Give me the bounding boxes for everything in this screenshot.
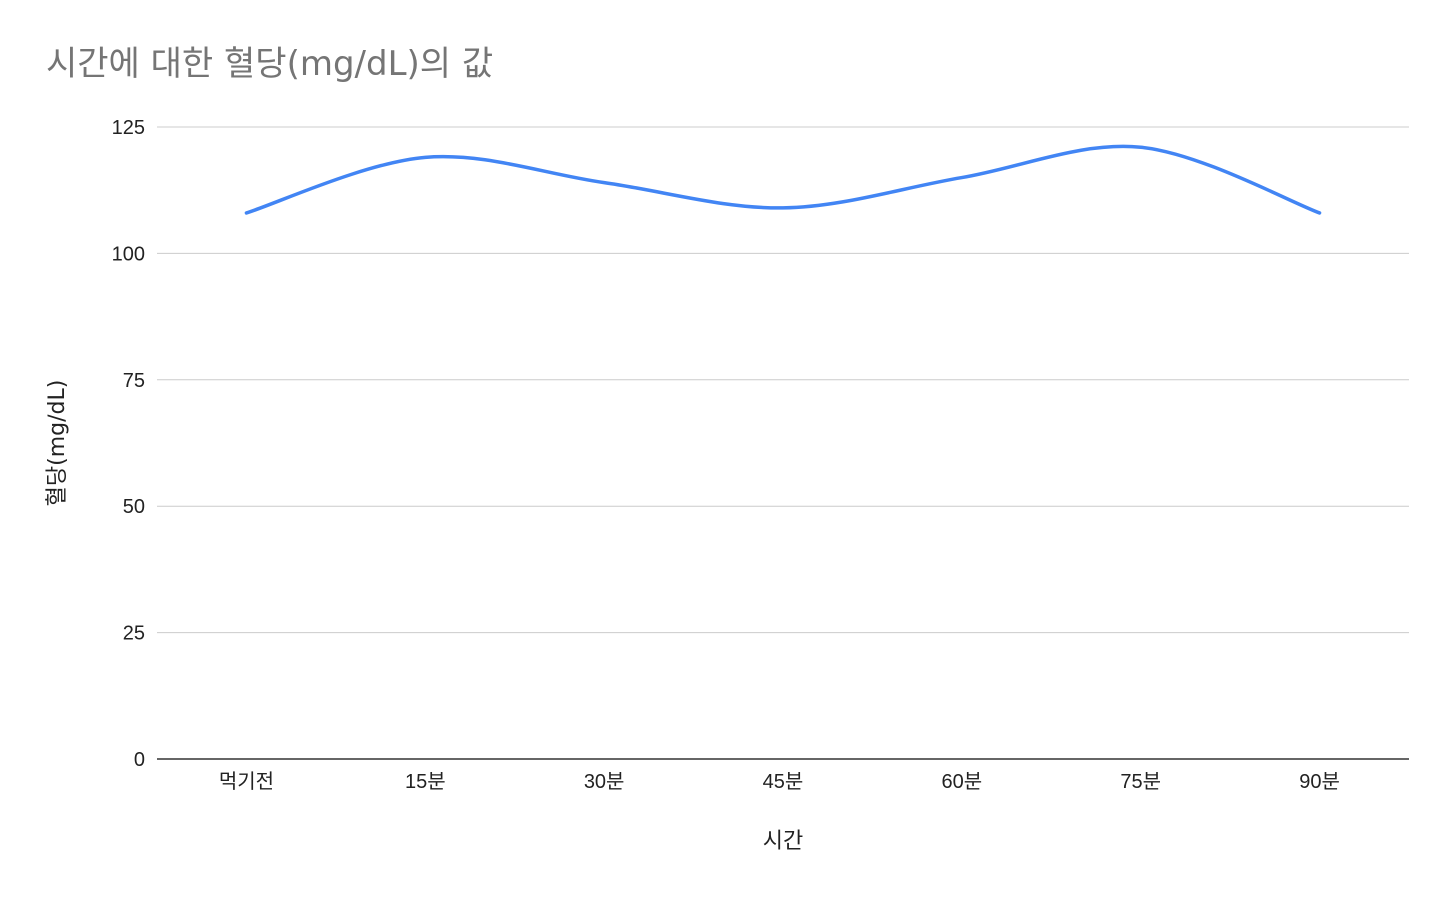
x-tick-label: 90분 xyxy=(1299,771,1340,793)
y-tick-label: 100 xyxy=(112,243,145,265)
y-tick-label: 125 xyxy=(112,117,145,139)
x-axis-title: 시간 xyxy=(763,829,803,854)
y-axis-ticks: 0 25 50 75 100 125 xyxy=(112,117,145,771)
y-tick-label: 75 xyxy=(123,370,145,392)
x-tick-label: 먹기전 xyxy=(219,770,274,793)
x-axis-ticks: 먹기전 15분 30분 45분 60분 75분 90분 xyxy=(219,770,1340,793)
x-tick-label: 30분 xyxy=(584,771,625,793)
x-tick-label: 60분 xyxy=(942,771,983,793)
x-tick-label: 45분 xyxy=(763,771,804,793)
series-line xyxy=(244,144,1322,215)
series-layer xyxy=(244,144,1322,215)
y-tick-label: 0 xyxy=(134,749,145,771)
gridlines xyxy=(157,126,1409,634)
y-tick-label: 50 xyxy=(123,496,145,518)
y-tick-label: 25 xyxy=(123,623,145,645)
y-axis-title: 혈당(mg/dL) xyxy=(45,380,70,507)
x-tick-label: 75분 xyxy=(1120,771,1161,793)
x-tick-label: 15분 xyxy=(405,771,446,793)
chart-title: 시간에 대한 혈당(mg/dL)의 값 xyxy=(46,44,494,84)
